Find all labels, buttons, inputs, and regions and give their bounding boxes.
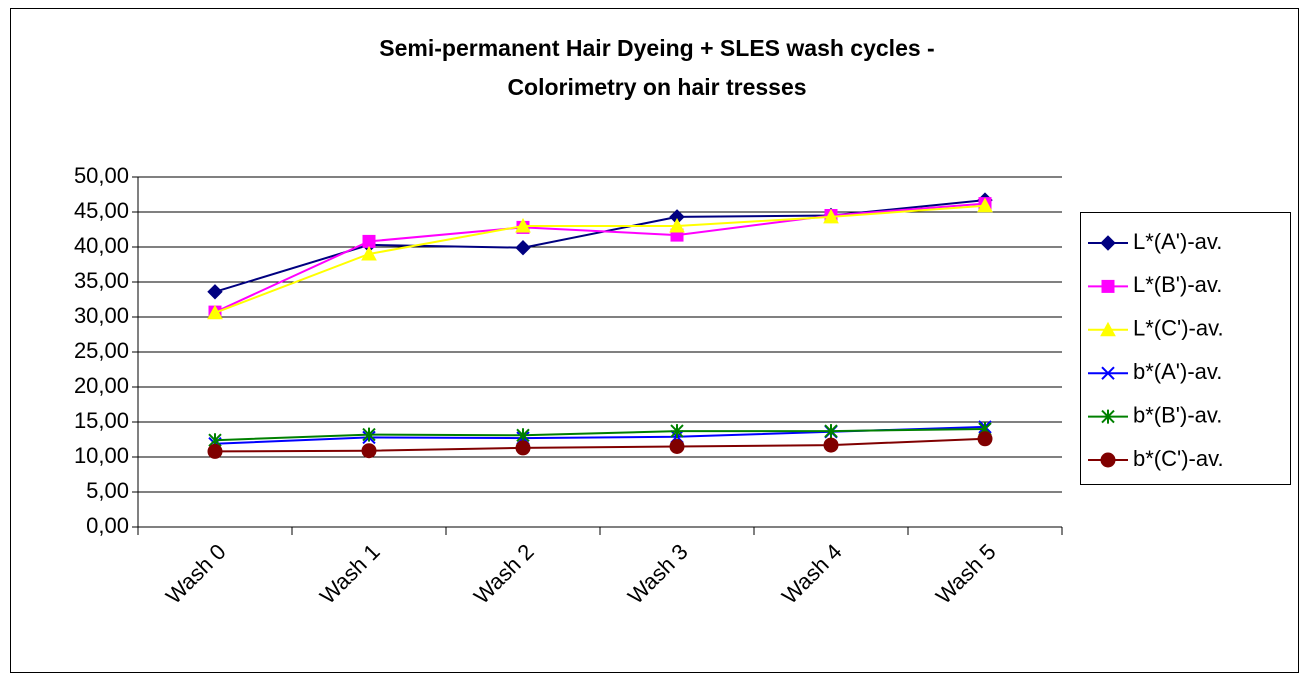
marker [207,443,223,459]
y-tick-label: 0,00 [86,513,129,538]
marker [1101,366,1115,380]
chart-title: Semi-permanent Hair Dyeing + SLES wash c… [379,35,934,61]
chart-title: Colorimetry on hair tresses [507,74,806,100]
marker [670,424,684,439]
marker [824,424,838,439]
y-tick-label: 10,00 [74,443,129,468]
legend-label: L*(B')-av. [1133,272,1222,297]
legend-label: L*(C')-av. [1133,316,1224,341]
marker [669,217,685,233]
y-tick-label: 30,00 [74,303,129,328]
marker [1100,321,1116,337]
marker [515,440,531,456]
marker [516,428,530,443]
marker [823,437,839,453]
y-tick-label: 50,00 [74,163,129,188]
series-line [214,202,986,314]
marker [1101,279,1115,293]
y-tick-label: 35,00 [74,268,129,293]
legend-label: b*(B')-av. [1133,402,1222,427]
marker [1100,452,1116,468]
marker [977,431,993,447]
y-tick-label: 15,00 [74,408,129,433]
marker [515,239,531,256]
legend-label: b*(A')-av. [1133,359,1222,384]
y-tick-label: 40,00 [74,233,129,258]
marker [362,234,376,248]
y-tick-label: 20,00 [74,373,129,398]
marker [977,197,993,213]
series-line [214,204,986,314]
marker [669,439,685,454]
legend-label: L*(A')-av. [1133,229,1222,254]
marker [515,217,531,233]
marker [362,427,376,442]
marker [823,208,839,224]
marker [207,304,223,320]
legend-label: b*(C')-av. [1133,446,1224,471]
marker [361,443,377,459]
marker [207,284,223,300]
marker [1100,235,1116,251]
marker [1101,409,1115,424]
y-tick-label: 5,00 [86,478,129,503]
series-line [214,437,986,453]
y-tick-label: 25,00 [74,338,129,363]
marker [361,245,377,261]
series-line [214,428,986,442]
y-tick-label: 45,00 [74,198,129,223]
legend-box [1080,212,1291,485]
